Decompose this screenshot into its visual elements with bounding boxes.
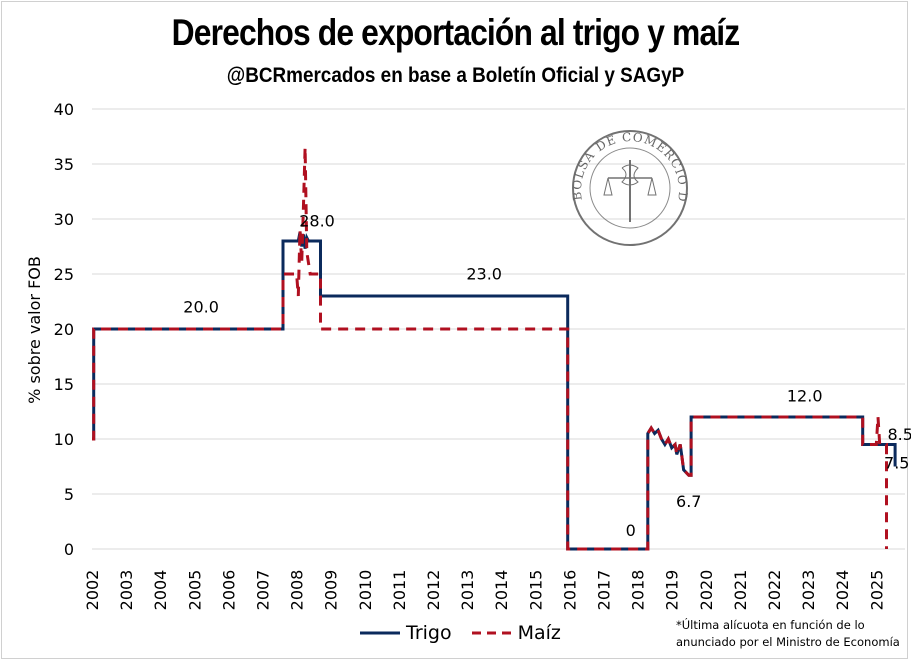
series-lines xyxy=(92,147,897,551)
x-tick-label: 2003 xyxy=(117,570,136,611)
legend-label-maiz: Maíz xyxy=(517,622,561,644)
data-label: 6.7 xyxy=(676,492,701,511)
y-tick-label: 15 xyxy=(54,375,74,394)
data-labels: 20.0 28.0 23.0 0 6.7 12.0 8.5 7.5 xyxy=(183,212,911,540)
x-tick-label: 2022 xyxy=(765,570,784,611)
x-tick-label: 2025 xyxy=(867,570,886,611)
y-tick-label: 5 xyxy=(64,485,74,504)
svg-text:BOLSA DE COMERCIO DE ROSARIO: BOLSA DE COMERCIO DE ROSARIO xyxy=(0,0,690,203)
x-tick-label: 2019 xyxy=(663,570,682,611)
footnote-line-2: anunciado por el Ministro de Economía xyxy=(676,635,900,649)
data-label: 7.5 xyxy=(884,454,909,473)
x-tick-label: 2014 xyxy=(492,570,511,611)
data-label: 20.0 xyxy=(183,298,219,317)
legend-label-trigo: Trigo xyxy=(406,622,452,644)
chart-title: Derechos de exportación al trigo y maíz xyxy=(171,12,741,53)
legend-item-maiz: Maíz xyxy=(471,622,561,644)
y-tick-label: 40 xyxy=(54,100,74,119)
bcr-logo: BOLSA DE COMERCIO DE ROSARIO xyxy=(0,0,690,246)
x-tick-label: 2013 xyxy=(458,570,477,611)
data-label: 23.0 xyxy=(466,265,502,284)
y-tick-label: 25 xyxy=(54,265,74,284)
x-tick-label: 2016 xyxy=(560,570,579,611)
y-axis-label: % sobre valor FOB xyxy=(25,256,44,404)
x-tick-label: 2010 xyxy=(356,570,375,611)
legend: Trigo Maíz xyxy=(360,622,561,644)
x-tick-label: 2021 xyxy=(731,570,750,611)
data-label: 12.0 xyxy=(787,387,823,406)
x-tick-label: 2023 xyxy=(799,570,818,611)
y-tick-label: 10 xyxy=(54,430,74,449)
legend-swatch-trigo xyxy=(360,631,400,635)
x-tick-label: 2020 xyxy=(697,570,716,611)
x-tick-label: 2024 xyxy=(833,570,852,611)
x-tick-label: 2017 xyxy=(595,570,614,611)
chart-subtitle: @BCRmercados en base a Boletín Oficial y… xyxy=(226,64,685,87)
x-tick-label: 2012 xyxy=(424,570,443,611)
x-tick-label: 2011 xyxy=(390,570,409,611)
footnote-line-1: *Última alícuota en función de lo xyxy=(676,618,865,632)
y-tick-label: 20 xyxy=(54,320,74,339)
y-tick-label: 30 xyxy=(54,210,74,229)
x-tick-label: 2009 xyxy=(322,570,341,611)
data-label: 28.0 xyxy=(299,212,335,231)
data-label: 0 xyxy=(626,521,636,540)
legend-swatch-maiz xyxy=(471,631,512,635)
y-ticks: 0 5 10 15 20 25 30 35 40 xyxy=(54,100,74,559)
x-tick-label: 2007 xyxy=(254,570,273,611)
legend-item-trigo: Trigo xyxy=(360,622,452,644)
x-tick-label: 2002 xyxy=(83,570,102,611)
y-tick-label: 35 xyxy=(54,155,74,174)
footnote: *Última alícuota en función de lo anunci… xyxy=(676,617,900,651)
x-tick-label: 2015 xyxy=(526,570,545,611)
x-tick-label: 2008 xyxy=(288,570,307,611)
x-tick-label: 2005 xyxy=(185,570,204,611)
x-tick-label: 2004 xyxy=(151,570,170,611)
series-line-maiz xyxy=(92,147,888,551)
x-tick-label: 2018 xyxy=(629,570,648,611)
y-tick-label: 0 xyxy=(64,540,74,559)
x-tick-label: 2006 xyxy=(219,570,238,611)
data-label: 8.5 xyxy=(887,425,911,444)
x-ticks: 2002 2003 2004 2005 2006 2007 2008 2009 2010 2011… xyxy=(83,570,886,611)
